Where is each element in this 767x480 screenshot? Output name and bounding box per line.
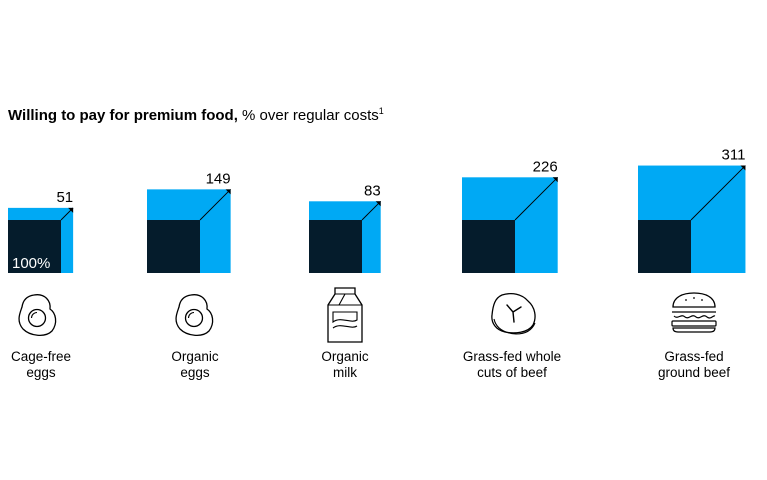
- corner-marker-grass-fed-ground-beef: [740, 165, 746, 171]
- category-label-grass-fed-whole-cuts: Grass-fed whole cuts of beef: [462, 349, 562, 380]
- corner-marker-organic-eggs: [225, 189, 231, 195]
- base-bar-organic-eggs: [147, 220, 200, 273]
- diagonal-line-grass-fed-whole-cuts: [514, 176, 559, 221]
- category-label-grass-fed-ground-beef: Grass-fed ground beef: [657, 349, 731, 380]
- steak-icon: [491, 293, 536, 335]
- base-bar-grass-fed-ground-beef: [638, 220, 691, 273]
- category-label-organic-eggs: Organic eggs: [171, 349, 219, 380]
- burger-icon: [671, 292, 717, 333]
- base-bar-organic-milk: [309, 220, 362, 273]
- corner-marker-cage-free-eggs: [68, 207, 74, 213]
- milk-carton-icon: [327, 287, 363, 343]
- diagonal-line-organic-milk: [361, 200, 382, 221]
- fried-egg-icon: [18, 294, 57, 336]
- value-label-grass-fed-whole-cuts: 226: [533, 158, 558, 175]
- corner-marker-grass-fed-whole-cuts: [552, 177, 558, 183]
- base-label: 100%: [12, 255, 50, 272]
- value-label-organic-eggs: 149: [206, 170, 231, 187]
- diagonal-line-grass-fed-ground-beef: [690, 165, 746, 221]
- category-label-cage-free-eggs: Cage-free eggs: [10, 349, 72, 380]
- corner-marker-organic-milk: [375, 201, 381, 207]
- fried-egg-icon: [175, 294, 214, 336]
- chart-title: Willing to pay for premium food, % over …: [8, 106, 384, 125]
- diagonal-line-organic-eggs: [199, 189, 231, 221]
- value-label-organic-milk: 83: [364, 182, 381, 199]
- base-bar-grass-fed-whole-cuts: [462, 220, 515, 273]
- value-label-grass-fed-ground-beef: 311: [722, 147, 746, 164]
- category-label-organic-milk: Organic milk: [321, 349, 369, 380]
- base-bar-cage-free-eggs: [8, 220, 61, 273]
- value-label-cage-free-eggs: 51: [56, 189, 73, 206]
